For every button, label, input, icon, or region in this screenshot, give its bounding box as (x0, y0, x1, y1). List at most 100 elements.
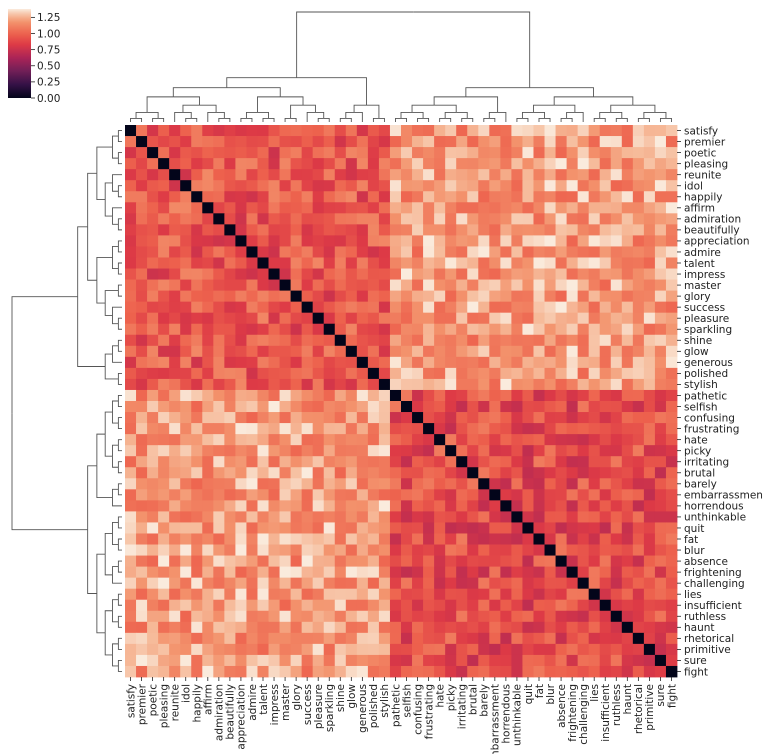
heatmap-cell (544, 544, 556, 556)
heatmap-cell (500, 588, 512, 601)
heatmap-cell (632, 301, 645, 314)
heatmap-cell (544, 224, 556, 236)
heatmap-cell (588, 147, 601, 159)
heatmap-cell (610, 610, 623, 623)
dendrogram-link (354, 112, 363, 122)
heatmap-cell (599, 401, 612, 413)
heatmap-cell (356, 401, 369, 413)
heatmap-cell (555, 522, 567, 534)
heatmap-cell (136, 654, 148, 667)
heatmap-cell (456, 301, 468, 314)
heatmap-cell (500, 125, 512, 137)
row-label: glory (684, 291, 711, 303)
heatmap-cell (202, 456, 214, 468)
row-label: frightening (684, 567, 742, 579)
heatmap-cell (500, 511, 512, 523)
heatmap-cell (378, 367, 391, 380)
dendrogram-link (489, 117, 496, 122)
heatmap-cell (522, 389, 534, 402)
heatmap-cell (125, 345, 137, 358)
heatmap-cell (367, 268, 380, 280)
heatmap-cell (169, 301, 181, 314)
heatmap-cell (456, 180, 468, 192)
heatmap-cell (323, 367, 336, 380)
heatmap-cell (610, 224, 623, 236)
heatmap-cell (169, 213, 181, 225)
heatmap-cell (412, 588, 424, 601)
heatmap-cell (423, 257, 435, 269)
heatmap-cell (323, 599, 336, 612)
heatmap-cell (235, 312, 247, 325)
heatmap-cell (279, 423, 291, 435)
heatmap-cell (511, 478, 523, 490)
heatmap-cell (136, 213, 148, 225)
dendrogram-link (303, 104, 316, 113)
heatmap-cell (511, 654, 523, 667)
heatmap-cell (643, 312, 656, 325)
heatmap-cell (467, 367, 479, 380)
heatmap-cell (610, 533, 623, 545)
heatmap-cell (224, 235, 236, 247)
heatmap-cell (533, 312, 545, 325)
heatmap-cell (423, 345, 435, 358)
heatmap-cell (599, 555, 612, 567)
row-label: admiration (684, 214, 741, 226)
heatmap-cell (522, 412, 534, 424)
heatmap-cell (599, 224, 612, 236)
heatmap-cell (202, 158, 214, 170)
heatmap-cell (378, 511, 391, 523)
heatmap-cell (301, 125, 314, 137)
heatmap-cell (412, 401, 424, 413)
dendrogram-link (643, 117, 650, 122)
dendrogram-link (566, 112, 575, 119)
heatmap-cell (378, 621, 391, 634)
heatmap-cell (665, 544, 678, 556)
heatmap-cell (467, 279, 479, 291)
heatmap-cell (279, 467, 291, 479)
heatmap-cell (533, 522, 545, 534)
column-label: lies (589, 684, 601, 702)
heatmap-cell (610, 191, 623, 203)
heatmap-cell (511, 467, 523, 479)
heatmap-cell (235, 610, 247, 623)
heatmap-cell (180, 621, 192, 634)
heatmap-cell (334, 544, 347, 556)
heatmap-cell (654, 257, 667, 269)
heatmap-cell (610, 213, 623, 225)
heatmap-cell (423, 169, 435, 181)
heatmap-cell (500, 412, 512, 424)
heatmap-cell (290, 268, 303, 280)
heatmap-cell (544, 423, 556, 435)
heatmap-cell (158, 500, 170, 512)
row-label: unthinkable (684, 512, 746, 524)
row-label: picky (684, 445, 711, 457)
dendrogram-link (112, 306, 122, 316)
heatmap-cell (621, 334, 634, 347)
heatmap-cell (290, 434, 303, 446)
heatmap-cell (312, 566, 325, 579)
heatmap-cell (445, 412, 457, 424)
heatmap-cell (632, 268, 645, 280)
heatmap-cell (169, 334, 181, 347)
heatmap-cell (434, 323, 446, 336)
heatmap-cell (268, 478, 280, 490)
heatmap-cell (555, 334, 567, 347)
heatmap-cell (434, 169, 446, 181)
heatmap-cell (268, 621, 280, 634)
heatmap-cell (213, 367, 225, 380)
heatmap-cell (312, 312, 325, 325)
heatmap-cell (279, 489, 291, 501)
heatmap-cell (544, 202, 556, 214)
heatmap-cell (599, 544, 612, 556)
dendrogram-link (174, 112, 183, 122)
dendrogram-link (117, 544, 122, 551)
heatmap-cell (665, 312, 678, 325)
row-label: satisfy (684, 125, 718, 137)
heatmap-cell (367, 334, 380, 347)
heatmap-cell (158, 555, 170, 567)
heatmap-cell (378, 345, 391, 358)
heatmap-cell (401, 588, 413, 601)
heatmap-cell (445, 367, 457, 380)
heatmap-cell (312, 224, 325, 236)
heatmap-cell (147, 522, 159, 534)
